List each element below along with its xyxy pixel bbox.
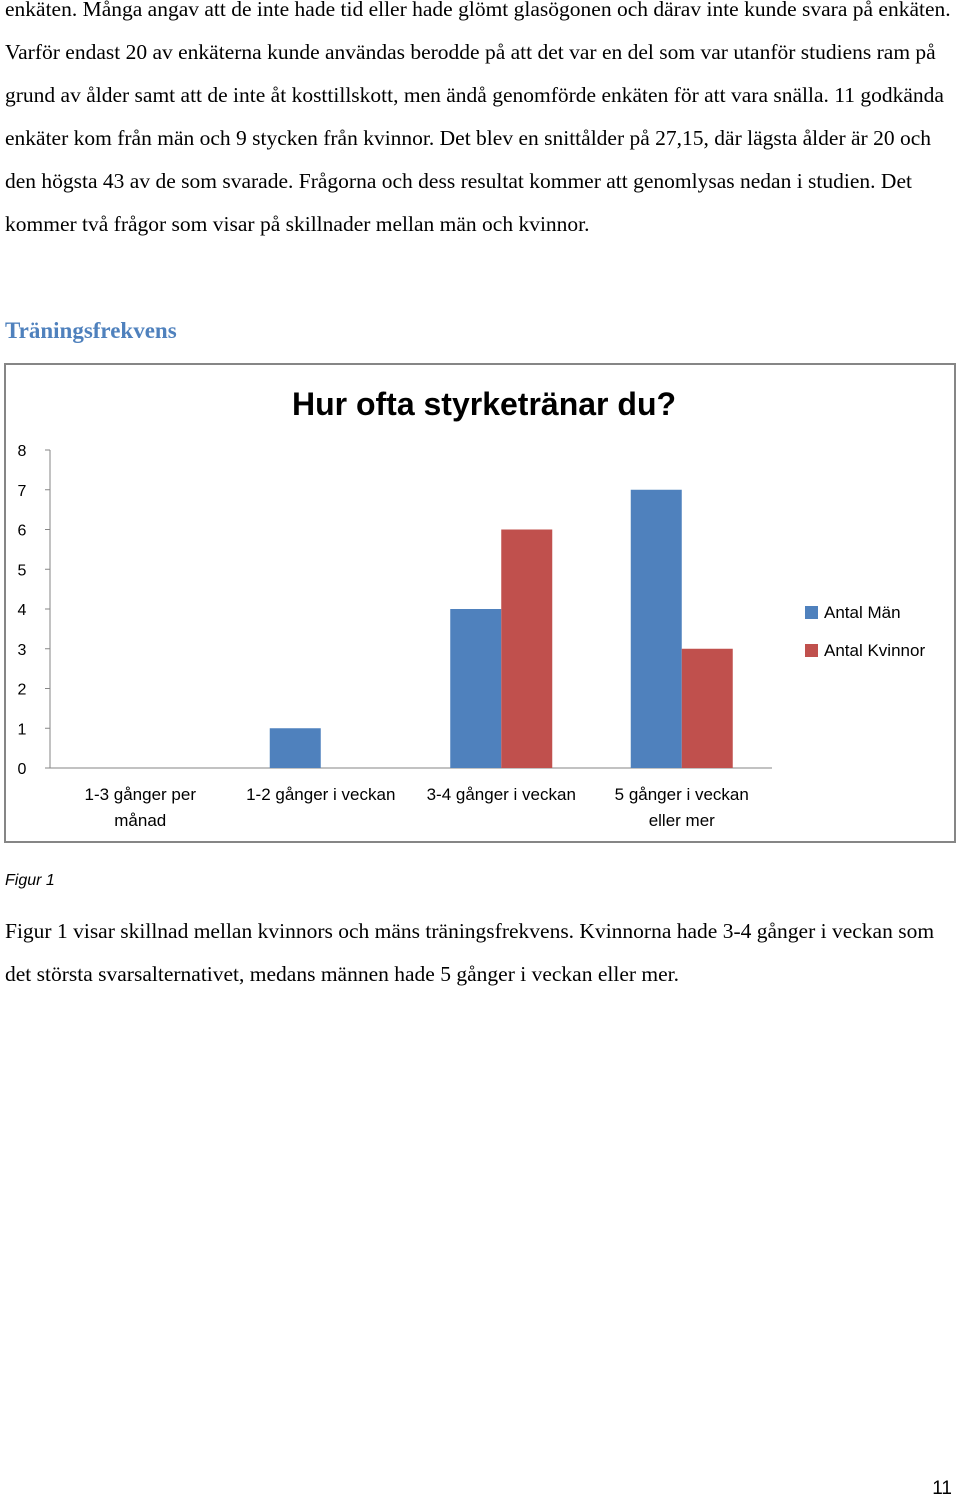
y-axis-ticks: 0 1 2 3 4 5 6 7 8 [18, 443, 27, 778]
y-tick-label: 5 [18, 562, 27, 579]
bars [269, 489, 733, 768]
bar-men [450, 609, 502, 768]
page-number: 11 [932, 1478, 952, 1499]
y-tick-label: 7 [18, 483, 27, 500]
x-category-label: eller mer [649, 811, 715, 830]
intro-paragraph: enkäten. Många angav att de inte hade ti… [5, 0, 951, 236]
y-tick-label: 6 [18, 523, 27, 540]
x-category-label: 1-3 gånger per [84, 785, 196, 804]
legend-label: Antal Kvinnor [824, 641, 925, 660]
bar-women [681, 648, 733, 768]
y-axis-tick-marks [45, 449, 50, 769]
y-tick-label: 1 [18, 721, 27, 738]
legend-swatch [805, 606, 818, 619]
x-category-label: 3-4 gånger i veckan [427, 785, 576, 804]
y-tick-label: 8 [18, 443, 27, 460]
legend: Antal Män Antal Kvinnor [805, 603, 925, 660]
bar-men [269, 728, 321, 768]
x-axis-labels: 1-3 gånger per månad 1-2 gånger i veckan 3-… [84, 785, 748, 830]
chart-frame: Hur ofta styrketränar du? 0 1 2 3 4 5 6 7 8 1-3 … [4, 363, 956, 843]
figure-caption: Figur 1 [5, 872, 55, 889]
chart-title: Hur ofta styrketränar du? [292, 386, 676, 422]
legend-swatch [805, 644, 818, 657]
section-heading: Träningsfrekvens [5, 318, 177, 343]
x-category-label: 1-2 gånger i veckan [246, 785, 395, 804]
y-tick-label: 4 [18, 602, 27, 619]
bar-chart: Hur ofta styrketränar du? 0 1 2 3 4 5 6 7 8 1-3 … [18, 386, 926, 830]
bar-men [630, 489, 682, 768]
figure-description: Figur 1 visar skillnad mellan kvinnors o… [5, 919, 935, 986]
y-tick-label: 2 [18, 682, 27, 699]
y-tick-label: 3 [18, 642, 27, 659]
x-category-label: 5 gånger i veckan [615, 785, 749, 804]
bar-women [501, 529, 553, 768]
y-tick-label: 0 [18, 761, 27, 778]
legend-label: Antal Män [824, 603, 901, 622]
x-category-label: månad [114, 811, 166, 830]
